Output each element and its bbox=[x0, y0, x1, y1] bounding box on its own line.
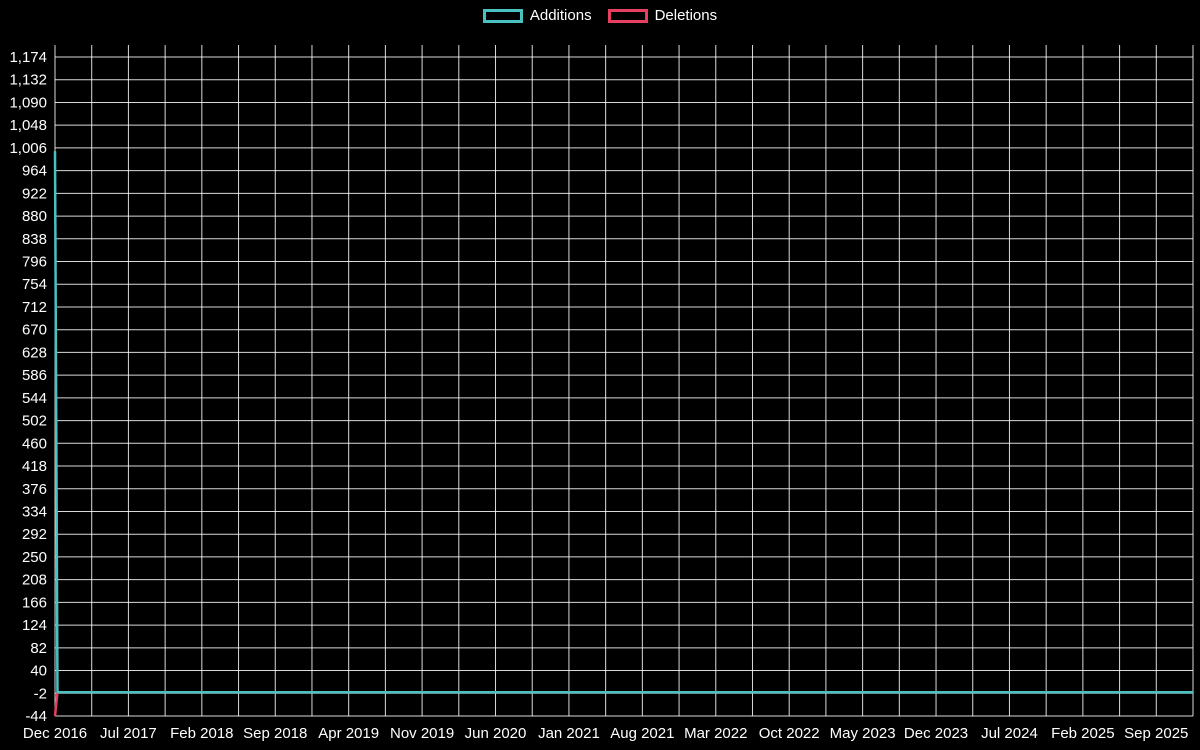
y-axis-tick-labels: 1,174 1,132 1,090 1,048 1,006 964 922 880 838 796… bbox=[9, 49, 47, 725]
svg-text:754: 754 bbox=[22, 276, 47, 293]
svg-text:964: 964 bbox=[22, 163, 47, 180]
svg-text:1,174: 1,174 bbox=[9, 49, 47, 66]
svg-text:Oct 2022: Oct 2022 bbox=[759, 725, 820, 742]
svg-text:Sep 2018: Sep 2018 bbox=[243, 725, 307, 742]
svg-text:Feb 2025: Feb 2025 bbox=[1051, 725, 1114, 742]
svg-text:Dec 2016: Dec 2016 bbox=[23, 725, 87, 742]
svg-text:292: 292 bbox=[22, 526, 47, 543]
svg-text:Mar 2022: Mar 2022 bbox=[684, 725, 747, 742]
svg-text:Sep 2025: Sep 2025 bbox=[1124, 725, 1188, 742]
svg-text:1,090: 1,090 bbox=[9, 94, 47, 111]
svg-text:Apr 2019: Apr 2019 bbox=[318, 725, 379, 742]
chart-grid bbox=[54, 45, 1194, 717]
svg-text:418: 418 bbox=[22, 458, 47, 475]
svg-text:-44: -44 bbox=[25, 708, 47, 725]
legend-item-deletions[interactable]: Deletions bbox=[607, 7, 718, 25]
deletions-legend-label: Deletions bbox=[654, 7, 718, 24]
svg-text:82: 82 bbox=[30, 640, 47, 657]
svg-text:502: 502 bbox=[22, 413, 47, 430]
series-additions bbox=[53, 151, 1193, 694]
svg-text:880: 880 bbox=[22, 208, 47, 225]
svg-text:376: 376 bbox=[22, 481, 47, 498]
additions-legend-swatch bbox=[482, 9, 523, 23]
svg-text:124: 124 bbox=[22, 617, 47, 634]
svg-text:Aug 2021: Aug 2021 bbox=[610, 725, 674, 742]
svg-text:208: 208 bbox=[22, 572, 47, 589]
svg-text:712: 712 bbox=[22, 299, 47, 316]
svg-text:796: 796 bbox=[22, 254, 47, 271]
svg-text:544: 544 bbox=[22, 390, 47, 407]
additions-legend-label: Additions bbox=[529, 7, 592, 24]
svg-text:Jan 2021: Jan 2021 bbox=[538, 725, 600, 742]
svg-text:460: 460 bbox=[22, 435, 47, 452]
svg-text:1,048: 1,048 bbox=[9, 117, 47, 134]
deletions-legend-swatch bbox=[607, 9, 648, 23]
svg-text:670: 670 bbox=[22, 322, 47, 339]
svg-text:334: 334 bbox=[22, 503, 47, 520]
svg-text:1,132: 1,132 bbox=[9, 72, 47, 89]
svg-text:-2: -2 bbox=[34, 685, 47, 702]
svg-text:Jul 2017: Jul 2017 bbox=[100, 725, 157, 742]
svg-text:40: 40 bbox=[30, 663, 47, 680]
svg-text:1,006: 1,006 bbox=[9, 140, 47, 157]
svg-text:922: 922 bbox=[22, 185, 47, 202]
svg-text:Jun 2020: Jun 2020 bbox=[465, 725, 527, 742]
series-deletions bbox=[53, 690, 1193, 717]
svg-text:Dec 2023: Dec 2023 bbox=[904, 725, 968, 742]
svg-text:Jul 2024: Jul 2024 bbox=[981, 725, 1038, 742]
svg-text:166: 166 bbox=[22, 594, 47, 611]
chart-legend: Additions Deletions bbox=[0, 7, 1200, 25]
svg-text:250: 250 bbox=[22, 549, 47, 566]
svg-text:May 2023: May 2023 bbox=[830, 725, 896, 742]
svg-text:Feb 2018: Feb 2018 bbox=[170, 725, 233, 742]
x-axis-tick-labels: Dec 2016 Jul 2017 Feb 2018 Sep 2018 Apr 2019… bbox=[23, 725, 1189, 742]
svg-text:838: 838 bbox=[22, 231, 47, 248]
svg-text:628: 628 bbox=[22, 344, 47, 361]
svg-text:Nov 2019: Nov 2019 bbox=[390, 725, 454, 742]
legend-item-additions[interactable]: Additions bbox=[482, 7, 592, 25]
svg-text:586: 586 bbox=[22, 367, 47, 384]
